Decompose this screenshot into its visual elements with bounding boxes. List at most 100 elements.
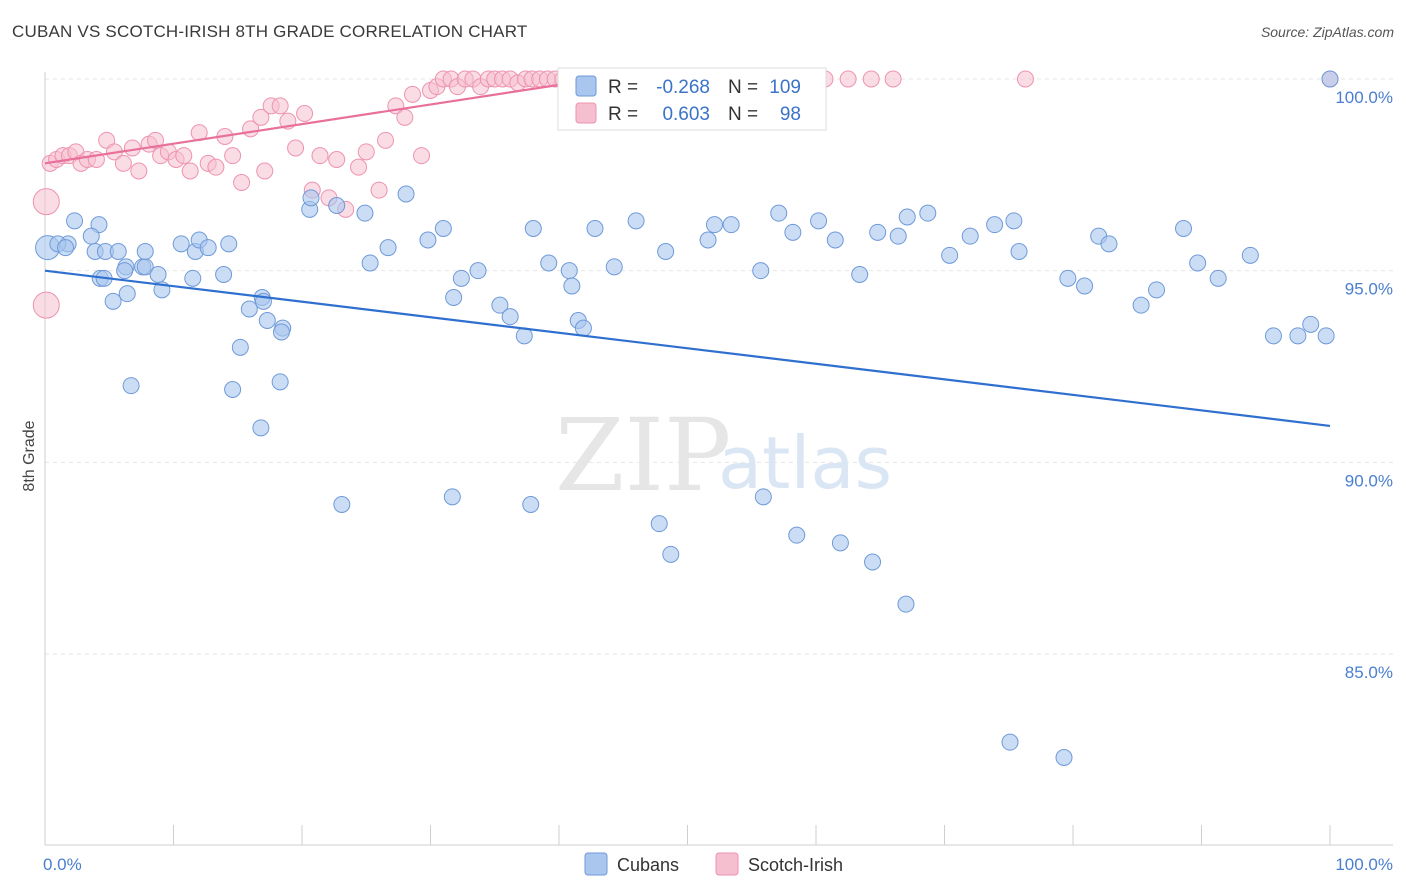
- cubans-point-83: [1148, 281, 1166, 299]
- scotch-irish-point-35: [296, 105, 314, 122]
- cubans-point-107: [1001, 733, 1019, 751]
- cubans-point-73: [941, 246, 959, 264]
- cubans-point-48: [501, 308, 519, 326]
- scotch-irish-point-12: [114, 154, 132, 172]
- cubans-point-61: [705, 216, 723, 234]
- legend-n-label-scotch-irish: N =: [728, 104, 758, 125]
- cubans-point-60: [699, 231, 717, 249]
- cubans-point-96: [271, 373, 289, 391]
- cubans-point-85: [1189, 254, 1207, 272]
- scotch-irish-point-24: [207, 158, 225, 176]
- scotch-irish-point-29: [252, 108, 270, 126]
- cubans-point-104: [831, 534, 849, 552]
- scotch-irish-point-32: [271, 97, 289, 115]
- bottom-legend: Cubans Scotch-Irish: [584, 852, 843, 876]
- y-tick-label-1: 90.0%: [1345, 471, 1393, 490]
- legend-n-value-scotch-irish: 98: [780, 104, 801, 125]
- legend-swatch-scotch-irish: [575, 102, 597, 124]
- cubans-point-29: [240, 300, 258, 318]
- cubans-point-34: [272, 323, 290, 341]
- bottom-legend-label-cubans: Cubans: [617, 855, 679, 875]
- cubans-point-17: [136, 243, 154, 260]
- y-tick-labels: 85.0% 90.0% 95.0% 100.0%: [1335, 88, 1393, 682]
- cubans-point-36: [302, 189, 320, 207]
- cubans-point-82: [1132, 296, 1150, 314]
- scotch-irish-point-96: [1016, 70, 1034, 88]
- cubans-point-76: [1005, 212, 1023, 230]
- cubans-point-90: [1302, 315, 1320, 333]
- scotch-irish-point-34: [287, 139, 305, 157]
- scotch-irish-point-27: [233, 174, 251, 191]
- scotch-irish-point-46: [396, 108, 414, 126]
- cubans-point-37: [328, 197, 346, 214]
- scotch-irish-point-39: [328, 151, 346, 168]
- legend-r-label-scotch-irish: R =: [608, 104, 638, 125]
- cubans-point-78: [1059, 269, 1077, 287]
- cubans-point-50: [524, 220, 542, 237]
- cubans-point-25: [199, 239, 217, 257]
- cubans-point-75: [986, 216, 1004, 234]
- cubans-point-19: [149, 266, 167, 283]
- cubans-point-84: [1175, 220, 1193, 237]
- scotch-irish-point-0: [32, 188, 60, 216]
- cubans-point-93: [122, 377, 140, 395]
- cubans-point-103: [788, 526, 806, 544]
- cubans-point-28: [231, 338, 249, 356]
- cubans-point-95: [224, 381, 242, 398]
- scotch-irish-point-48: [413, 147, 431, 165]
- scotch-irish-trend-line: [44, 77, 598, 165]
- cubans-point-100: [650, 515, 668, 533]
- cubans-point-21: [172, 235, 190, 253]
- cubans-point-2: [66, 212, 84, 230]
- cubans-point-81: [1100, 235, 1118, 253]
- cubans-point-23: [184, 269, 202, 287]
- legend-box: R = -0.268 N = 109 R = 0.603 N = 98: [557, 67, 827, 131]
- scotch-irish-point-21: [181, 162, 199, 180]
- cubans-point-101: [662, 545, 680, 563]
- cubans-point-69: [869, 223, 887, 241]
- cubans-point-64: [770, 204, 788, 222]
- cubans-point-102: [754, 488, 772, 506]
- cubans-point-79: [1076, 277, 1094, 295]
- scotch-irish-point-43: [370, 181, 388, 199]
- cubans-point-47: [491, 296, 509, 314]
- scotch-irish-point-47: [404, 85, 422, 103]
- cubans-point-56: [586, 220, 604, 237]
- cubans-point-94: [252, 419, 270, 437]
- y-tick-label-2: 95.0%: [1345, 280, 1393, 299]
- scotch-irish-point-37: [311, 147, 329, 165]
- cubans-point-6: [57, 239, 75, 257]
- x-tick-labels: 0.0% 100.0%: [43, 855, 1393, 874]
- cubans-point-62: [722, 216, 740, 234]
- cubans-point-88: [1264, 327, 1282, 345]
- bottom-legend-swatch-cubans: [584, 852, 608, 876]
- cubans-points: [35, 70, 1339, 766]
- scotch-irish-point-94: [862, 70, 880, 88]
- scotch-irish-point-1: [32, 291, 60, 319]
- chart-source: Source: ZipAtlas.com: [1260, 24, 1394, 40]
- cubans-point-38: [356, 204, 374, 222]
- scotch-irish-point-14: [130, 162, 148, 180]
- cubans-point-12: [104, 292, 122, 310]
- cubans-point-44: [445, 289, 463, 306]
- cubans-point-65: [784, 223, 802, 241]
- cubans-point-26: [215, 266, 233, 283]
- gridlines: [45, 78, 1393, 655]
- cubans-point-18: [116, 262, 134, 280]
- cubans-point-11: [118, 285, 136, 303]
- scotch-irish-point-42: [357, 143, 375, 161]
- cubans-point-66: [810, 212, 828, 230]
- bottom-legend-swatch-scotch-irish: [715, 852, 739, 876]
- cubans-point-40: [379, 239, 397, 257]
- cubans-point-52: [560, 262, 578, 280]
- cubans-point-53: [563, 277, 581, 295]
- cubans-point-27: [220, 235, 238, 253]
- cubans-point-92: [1321, 70, 1339, 88]
- cubans-point-89: [1289, 327, 1307, 345]
- legend-r-label-cubans: R =: [608, 77, 638, 98]
- cubans-point-57: [605, 258, 623, 276]
- scotch-irish-point-13: [123, 139, 141, 157]
- cubans-point-67: [826, 231, 844, 249]
- y-axis-label: 8th Grade: [21, 420, 38, 491]
- x-tick-label-max: 100.0%: [1335, 855, 1393, 874]
